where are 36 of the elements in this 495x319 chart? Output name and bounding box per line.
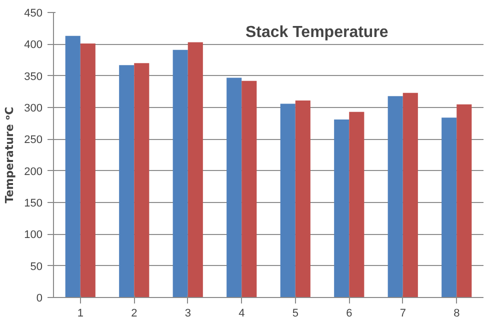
y-tick-label: 200 xyxy=(24,166,43,178)
bar xyxy=(242,80,257,298)
y-tick-label: 0 xyxy=(36,292,43,304)
y-tick-label: 150 xyxy=(24,198,43,210)
x-tick-label: 4 xyxy=(238,308,245,319)
bar xyxy=(119,65,134,298)
x-tick-label: 1 xyxy=(77,308,84,319)
x-tick-label: 2 xyxy=(131,308,138,319)
y-tick-label: 300 xyxy=(24,102,43,114)
bar xyxy=(80,44,96,298)
y-tick-label: 350 xyxy=(24,70,43,83)
bar xyxy=(388,96,403,298)
text: Stack Temperature xyxy=(245,24,388,41)
bar xyxy=(402,92,418,298)
bar xyxy=(226,78,242,298)
y-tick-label: 250 xyxy=(24,134,43,146)
bar xyxy=(65,36,80,298)
x-tick-label: 7 xyxy=(400,308,406,319)
bar xyxy=(280,104,296,298)
bar xyxy=(172,50,188,298)
y-tick-label: 450 xyxy=(24,8,43,20)
bar xyxy=(334,120,350,298)
bar xyxy=(188,42,203,298)
bar xyxy=(349,112,364,298)
bar xyxy=(442,118,457,298)
bar xyxy=(295,100,310,298)
x-tick-label: 3 xyxy=(184,308,191,319)
bar xyxy=(456,104,472,298)
x-tick-label: 5 xyxy=(292,308,298,319)
y-axis-title: Temperature ᵒC xyxy=(3,106,16,204)
y-tick-label: 400 xyxy=(24,39,43,52)
y-tick-label: 50 xyxy=(30,260,43,273)
x-tick-label: 8 xyxy=(454,308,460,319)
x-tick-label: 6 xyxy=(346,308,352,319)
bar xyxy=(134,63,150,298)
y-tick-label: 100 xyxy=(24,229,43,242)
